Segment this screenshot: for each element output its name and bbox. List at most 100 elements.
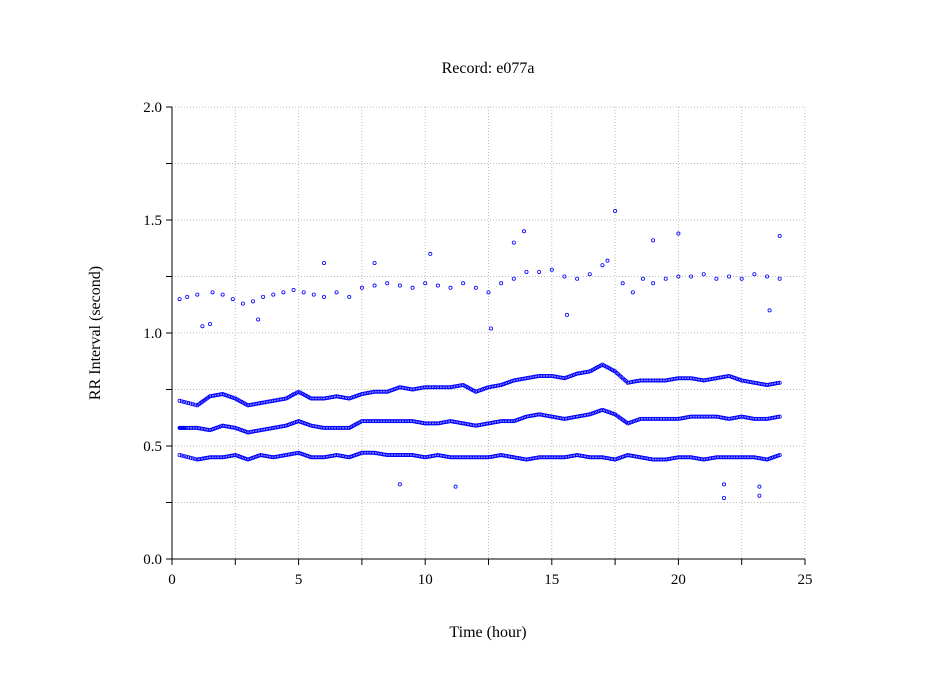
data-point bbox=[182, 399, 187, 404]
data-point bbox=[549, 267, 554, 272]
data-point bbox=[448, 285, 453, 290]
data-point bbox=[511, 276, 516, 281]
data-point bbox=[562, 274, 567, 279]
data-point bbox=[776, 381, 781, 386]
data-point bbox=[385, 281, 390, 286]
data-point bbox=[347, 294, 352, 299]
data-point bbox=[714, 276, 719, 281]
y-axis-label: RR Interval (second) bbox=[87, 266, 104, 400]
data-point bbox=[486, 290, 491, 295]
x-tick-label: 5 bbox=[295, 572, 303, 588]
series-4 bbox=[207, 208, 782, 500]
data-point bbox=[271, 292, 276, 297]
series-3 bbox=[177, 258, 782, 329]
data-point bbox=[177, 453, 182, 458]
data-point bbox=[777, 414, 782, 419]
data-point bbox=[777, 233, 782, 238]
data-point bbox=[663, 276, 668, 281]
data-point bbox=[739, 276, 744, 281]
x-axis-label: Time (hour) bbox=[449, 624, 526, 641]
x-tick-label: 15 bbox=[544, 572, 559, 588]
data-point bbox=[182, 454, 187, 459]
data-point bbox=[184, 400, 189, 405]
x-tick-label: 25 bbox=[798, 572, 813, 588]
data-point bbox=[311, 292, 316, 297]
data-point bbox=[640, 276, 645, 281]
data-point bbox=[177, 398, 182, 403]
data-point bbox=[651, 281, 656, 286]
data-point bbox=[676, 274, 681, 279]
data-point bbox=[727, 274, 732, 279]
axes: 0 5 10 15 20 25 0.0 0.5 1.0 1.5 2.0 bbox=[143, 100, 812, 588]
y-tick-label: 0.5 bbox=[143, 439, 162, 455]
data-point bbox=[256, 317, 261, 322]
data-point bbox=[321, 294, 326, 299]
data-point bbox=[473, 285, 478, 290]
data-point bbox=[188, 401, 193, 406]
data-point bbox=[777, 453, 782, 458]
data-point bbox=[499, 281, 504, 286]
data-point bbox=[777, 380, 782, 385]
grid bbox=[172, 106, 806, 559]
data-point bbox=[630, 290, 635, 295]
data-point bbox=[721, 495, 726, 500]
data-point bbox=[193, 456, 198, 461]
data-point bbox=[777, 276, 782, 281]
series-0 bbox=[177, 407, 782, 435]
data-point bbox=[188, 455, 193, 460]
data-point bbox=[600, 263, 605, 268]
data-point bbox=[301, 290, 306, 295]
data-point bbox=[372, 260, 377, 265]
data-point bbox=[291, 288, 296, 293]
y-tick-label: 1.5 bbox=[143, 213, 162, 229]
data-point bbox=[511, 240, 516, 245]
data-point bbox=[757, 484, 762, 489]
data-point bbox=[564, 312, 569, 317]
data-point bbox=[186, 455, 191, 460]
data-point bbox=[220, 292, 225, 297]
data-point bbox=[193, 402, 198, 407]
data-point bbox=[605, 258, 610, 263]
data-point bbox=[177, 297, 182, 302]
data-point bbox=[521, 229, 526, 234]
data-point bbox=[776, 414, 781, 419]
data-point bbox=[397, 482, 402, 487]
data-point bbox=[261, 294, 266, 299]
data-point bbox=[190, 456, 195, 461]
data-point bbox=[757, 493, 762, 498]
series-2 bbox=[177, 450, 782, 462]
data-point bbox=[575, 276, 580, 281]
x-tick-label: 0 bbox=[168, 572, 176, 588]
data-point bbox=[186, 401, 191, 406]
data-point bbox=[190, 402, 195, 407]
y-tick-label: 0.0 bbox=[143, 552, 162, 568]
data-points bbox=[177, 208, 782, 500]
data-point bbox=[613, 208, 618, 213]
data-point bbox=[251, 299, 256, 304]
data-point bbox=[184, 454, 189, 459]
data-point bbox=[200, 324, 205, 329]
data-point bbox=[435, 283, 440, 288]
chart-title: Record: e077a bbox=[442, 60, 535, 77]
x-tick-label: 20 bbox=[671, 572, 686, 588]
data-point bbox=[207, 321, 212, 326]
data-point bbox=[372, 283, 377, 288]
data-point bbox=[195, 292, 200, 297]
series-1 bbox=[177, 362, 782, 408]
data-point bbox=[179, 453, 184, 458]
y-tick-label: 1.0 bbox=[143, 326, 162, 342]
data-point bbox=[752, 272, 757, 277]
data-point bbox=[651, 238, 656, 243]
data-point bbox=[620, 281, 625, 286]
data-point bbox=[767, 308, 772, 313]
data-point bbox=[423, 281, 428, 286]
data-point bbox=[587, 272, 592, 277]
data-point bbox=[721, 482, 726, 487]
data-point bbox=[489, 326, 494, 331]
data-point bbox=[410, 285, 415, 290]
data-point bbox=[689, 274, 694, 279]
x-tick-label: 10 bbox=[418, 572, 433, 588]
data-point bbox=[321, 260, 326, 265]
data-point bbox=[397, 283, 402, 288]
